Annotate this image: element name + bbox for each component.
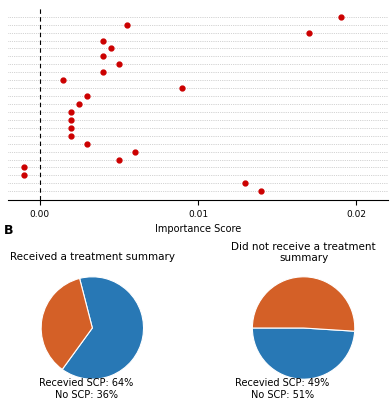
- Title: Received a treatment summary: Received a treatment summary: [10, 252, 175, 262]
- X-axis label: Importance Score: Importance Score: [155, 224, 241, 234]
- Text: Recevied SCP: 49%
No SCP: 51%: Recevied SCP: 49% No SCP: 51%: [235, 378, 329, 400]
- Text: B: B: [4, 224, 13, 237]
- Text: Recevied SCP: 64%
No SCP: 36%: Recevied SCP: 64% No SCP: 36%: [39, 378, 133, 400]
- Wedge shape: [252, 328, 355, 379]
- Wedge shape: [62, 277, 143, 379]
- Wedge shape: [41, 278, 93, 370]
- Wedge shape: [252, 277, 355, 331]
- Title: Did not receive a treatment summary: Did not receive a treatment summary: [231, 242, 376, 264]
